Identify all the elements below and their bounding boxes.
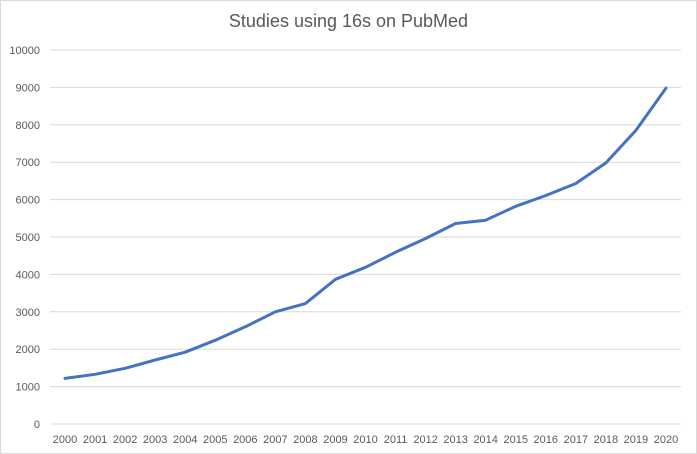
x-tick-label: 2009 (323, 434, 347, 446)
y-tick-label: 4000 (16, 269, 40, 281)
x-tick-label: 2019 (624, 434, 648, 446)
y-tick-label: 6000 (16, 195, 40, 207)
x-tick-label: 2020 (654, 434, 678, 446)
x-tick-label: 2002 (113, 434, 137, 446)
series-line (63, 86, 668, 380)
x-tick-label: 2016 (534, 434, 558, 446)
y-tick-label: 8000 (16, 120, 40, 132)
x-tick-label: 2000 (53, 434, 77, 446)
y-tick-label: 7000 (16, 157, 40, 169)
x-tick-label: 2007 (263, 434, 287, 446)
y-tick-label: 10000 (9, 45, 40, 57)
x-tick-label: 2014 (473, 434, 497, 446)
x-tick-label: 2004 (173, 434, 197, 446)
x-tick-label: 2008 (293, 434, 317, 446)
y-tick-label: 1000 (16, 382, 40, 394)
x-tick-label: 2006 (233, 434, 257, 446)
x-tick-label: 2012 (413, 434, 437, 446)
x-tick-label: 2003 (143, 434, 167, 446)
x-tick-label: 2011 (384, 434, 408, 446)
y-tick-label: 3000 (16, 307, 40, 319)
chart-title: Studies using 16s on PubMed (228, 11, 469, 31)
y-tick-label: 5000 (16, 232, 40, 244)
y-tick-label: 0 (34, 419, 40, 431)
x-tick-label: 2018 (594, 434, 618, 446)
x-tick-label: 2005 (203, 434, 227, 446)
x-tick-label: 2017 (564, 434, 588, 446)
y-tick-label: 2000 (16, 344, 40, 356)
y-tick-label: 9000 (16, 82, 40, 94)
x-tick-label: 2013 (443, 434, 467, 446)
x-tick-label: 2015 (503, 434, 527, 446)
x-tick-label: 2001 (83, 434, 107, 446)
x-tick-label: 2010 (353, 434, 377, 446)
